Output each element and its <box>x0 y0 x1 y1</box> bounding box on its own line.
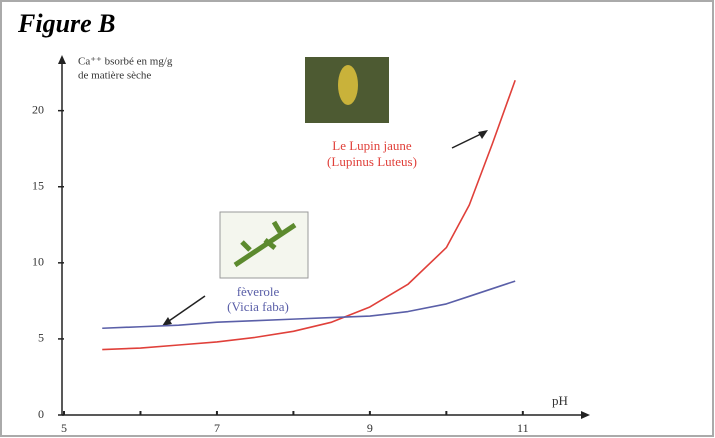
x-tick-label: 7 <box>214 421 220 435</box>
chart-title: Figure B <box>17 9 116 38</box>
y-axis-label: Ca⁺⁺ bsorbé en mg/g <box>78 56 173 68</box>
annotation: (Lupinus Luteus) <box>327 154 417 169</box>
x-tick-label: 11 <box>517 421 529 435</box>
annotation: (Vicia faba) <box>227 299 289 314</box>
y-tick-label: 5 <box>38 331 44 345</box>
y-tick-label: 15 <box>32 178 44 192</box>
y-tick-label: 0 <box>38 407 44 421</box>
y-tick-label: 20 <box>32 102 44 116</box>
y-tick-label: 10 <box>32 255 44 269</box>
chart: Figure B Ca⁺⁺ bsorbé en mg/g de matière … <box>0 0 715 438</box>
x-tick-label: 5 <box>61 421 67 435</box>
annotation: Le Lupin jaune <box>332 138 412 153</box>
x-axis-label: pH <box>552 393 568 408</box>
x-tick-label: 9 <box>367 421 373 435</box>
photo-flower <box>338 65 358 105</box>
y-axis-label: de matière sèche <box>78 70 151 82</box>
annotation: fèverole <box>237 284 280 299</box>
